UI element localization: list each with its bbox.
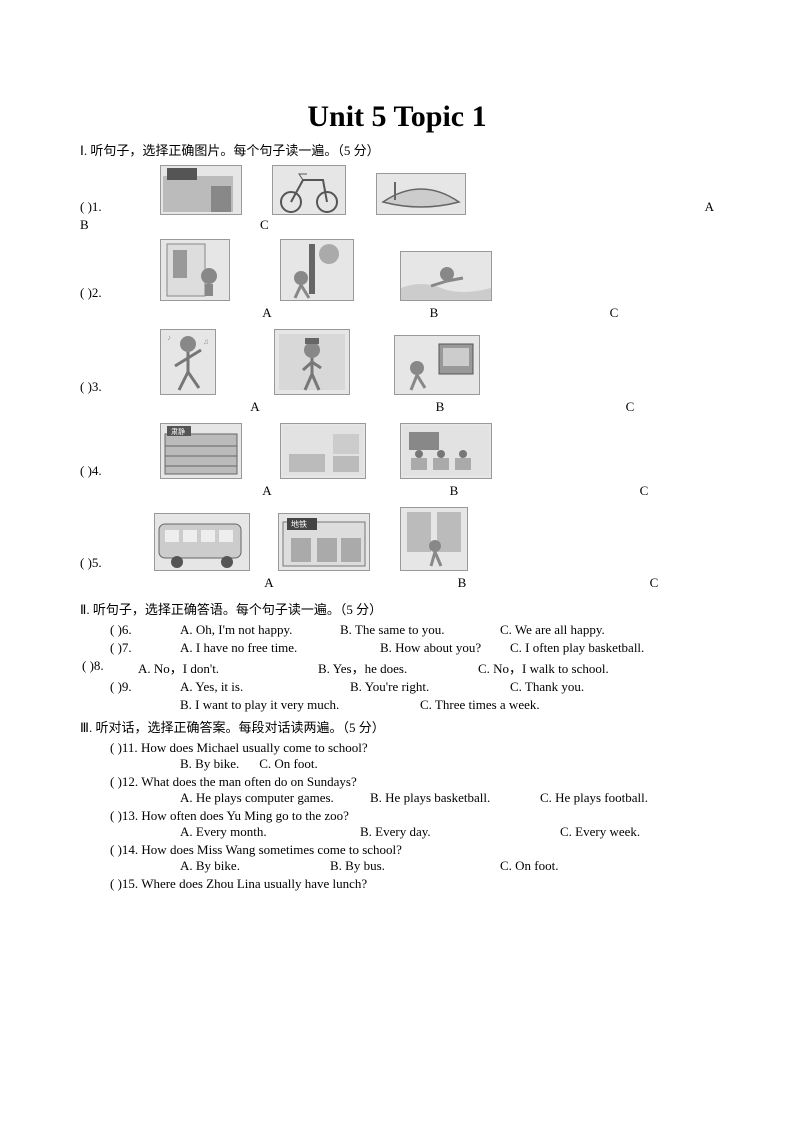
q1-trail-a: A [705,199,714,215]
q4-label-c: C [584,483,704,499]
q8-opt-c: C. No，I walk to school. [478,658,609,677]
section-3-heading: Ⅲ. 听对话，选择正确答案。每段对话读两遍。（5 分） [80,717,714,736]
q2-label-c: C [554,305,674,321]
q13-opt-c: C. Every week. [560,824,640,840]
q6-prefix[interactable]: ( )6. [110,622,180,638]
q2-label-a: A [202,305,332,321]
q6-opt-b: B. The same to you. [340,622,500,638]
q8-prefix[interactable]: ( )8. [82,658,138,677]
q12-prefix[interactable]: ( )12. [110,774,138,789]
q8-opt-a: A. No，I don't. [138,658,318,677]
picture-question-5: ( )5. 地铁 A B C [80,507,714,591]
q13-prefix[interactable]: ( )13. [110,808,138,823]
q7-opt-c: C. I often play basketball. [510,640,644,656]
q3-label-b: B [380,399,500,415]
picture-question-4: ( )4. 肃静 A B C [80,423,714,499]
q5-image-b: 地铁 [278,513,370,571]
q12-opt-a: A. He plays computer games. [180,790,370,806]
q15: ( )15. Where does Zhou Lina usually have… [110,876,714,892]
picture-question-3: ( )3. ♪♫ A B C [80,329,714,415]
q1-prefix[interactable]: ( )1. [80,199,160,215]
svg-text:地铁: 地铁 [291,519,307,529]
q11: ( )11. How does Michael usually come to … [110,740,714,772]
svg-text:肃静: 肃静 [171,427,185,436]
q1-label-b-below: B [80,217,110,233]
q9-opt-b: B. You're right. [350,679,510,695]
q14-opt-a: A. By bike. [180,858,330,874]
q5-prefix[interactable]: ( )5. [80,555,154,571]
q2-image-a [160,239,230,301]
q11-opt-c: C. On foot. [259,756,318,772]
q3-prefix[interactable]: ( )3. [80,379,160,395]
q8-opt-b: B. Yes，he does. [318,658,478,677]
q3-image-a: ♪♫ [160,329,216,395]
picture-question-2: ( )2. A B C [80,239,714,321]
q7-opt-a: A. I have no free time. [180,640,380,656]
picture-question-1: ( )1. A B C [80,165,714,233]
q4-label-a: A [202,483,332,499]
q2-prefix[interactable]: ( )2. [80,285,160,301]
q4-image-c [400,423,492,479]
q13: ( )13. How often does Yu Ming go to the … [110,808,714,840]
q9-extra: B. I want to play it very much. C. Three… [180,697,714,713]
q4-image-b [280,423,366,479]
q1-image-a [160,165,242,215]
q11-opt-b: B. By bike. [180,756,239,772]
q11-question: How does Michael usually come to school? [141,740,368,755]
q3-label-a: A [190,399,320,415]
q6: ( )6. A. Oh, I'm not happy. B. The same … [110,622,714,638]
q5-image-c [400,507,468,571]
q9: ( )9. A. Yes, it is. B. You're right. C.… [110,679,714,695]
q14-question: How does Miss Wang sometimes come to sch… [141,842,402,857]
q5-label-b: B [402,575,522,591]
q1-image-b [272,165,346,215]
q9b-opt-b: B. I want to play it very much. [180,697,420,713]
q3-image-c [394,335,480,395]
q4-image-a: 肃静 [160,423,242,479]
q12-opt-b: B. He plays basketball. [370,790,540,806]
q2-label-b: B [374,305,494,321]
q14-prefix[interactable]: ( )14. [110,842,138,857]
svg-text:♫: ♫ [203,337,209,346]
q9-prefix[interactable]: ( )9. [110,679,180,695]
q12-question: What does the man often do on Sundays? [141,774,357,789]
section-2-heading: Ⅱ. 听句子，选择正确答语。每个句子读一遍。（5 分） [80,599,714,618]
q4-prefix[interactable]: ( )4. [80,463,160,479]
q6-opt-c: C. We are all happy. [500,622,605,638]
q14-opt-b: B. By bus. [330,858,500,874]
q8: ( )8. A. No，I don't. B. Yes，he does. C. … [82,658,714,677]
q5-image-a [154,513,250,571]
section-1-heading: Ⅰ. 听句子，选择正确图片。每个句子读一遍。（5 分） [80,140,714,159]
q1-image-c [376,173,466,215]
q5-label-a: A [204,575,334,591]
q15-prefix[interactable]: ( )15. [110,876,138,891]
q15-question: Where does Zhou Lina usually have lunch? [141,876,367,891]
q1-label-c-below: C [260,217,269,233]
q2-image-c [400,251,492,301]
q4-label-b: B [394,483,514,499]
q13-opt-a: A. Every month. [180,824,360,840]
q11-prefix[interactable]: ( )11. [110,740,138,755]
q12: ( )12. What does the man often do on Sun… [110,774,714,806]
q12-opt-c: C. He plays football. [540,790,648,806]
q13-opt-b: B. Every day. [360,824,560,840]
q7-opt-b: B. How about you? [380,640,510,656]
q3-image-b [274,329,350,395]
q3-label-c: C [570,399,690,415]
q14-opt-c: C. On foot. [500,858,559,874]
q14: ( )14. How does Miss Wang sometimes come… [110,842,714,874]
q6-opt-a: A. Oh, I'm not happy. [180,622,340,638]
svg-text:♪: ♪ [167,333,171,342]
q7-prefix[interactable]: ( )7. [110,640,180,656]
q13-question: How often does Yu Ming go to the zoo? [141,808,349,823]
q5-label-c: C [594,575,714,591]
q9-opt-c: C. Thank you. [510,679,584,695]
q2-image-b [280,239,354,301]
q7: ( )7. A. I have no free time. B. How abo… [110,640,714,656]
q9b-opt-c: C. Three times a week. [420,697,540,713]
q9-opt-a: A. Yes, it is. [180,679,350,695]
page-title: Unit 5 Topic 1 [80,100,714,134]
